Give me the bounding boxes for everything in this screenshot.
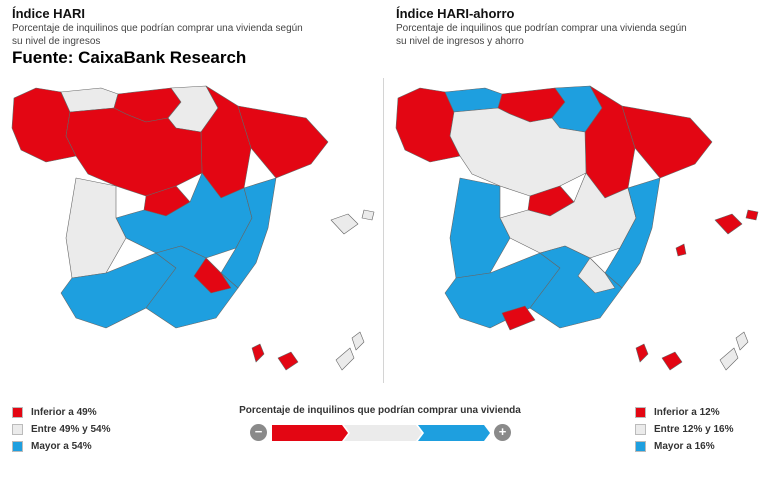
scale-title: Porcentaje de inquilinos que podrían com… — [239, 405, 521, 416]
right-legend: Inferior a 12% Entre 12% y 16% Mayor a 1… — [635, 404, 734, 455]
region-andalucia-este[interactable] — [529, 245, 623, 329]
legend-swatch — [12, 441, 23, 452]
region-canarias-lanzarote[interactable] — [735, 331, 749, 351]
legend-label: Entre 12% y 16% — [654, 424, 734, 435]
region-andalucia-este[interactable] — [145, 245, 239, 329]
legend-item: Inferior a 49% — [12, 404, 111, 421]
legend-item: Entre 49% y 54% — [12, 421, 111, 438]
region-cataluna[interactable] — [237, 105, 329, 179]
source-label: Fuente: CaixaBank Research — [12, 48, 247, 67]
legend-swatch — [635, 424, 646, 435]
region-malaga[interactable] — [501, 305, 536, 331]
scale-segment-low — [272, 425, 348, 441]
plus-icon: + — [494, 424, 511, 441]
region-canarias-tenerife[interactable] — [661, 351, 683, 371]
legend-swatch — [635, 441, 646, 452]
legend-label: Inferior a 49% — [31, 407, 97, 418]
scale-bar — [272, 425, 490, 441]
region-canarias-lanzarote[interactable] — [351, 331, 365, 351]
hari-ahorro-map — [395, 85, 759, 371]
region-baleares-menorca[interactable] — [361, 209, 375, 221]
region-extremadura[interactable] — [449, 177, 511, 279]
legend-swatch — [12, 407, 23, 418]
left-legend: Inferior a 49% Entre 49% y 54% Mayor a 5… — [12, 404, 111, 455]
region-baleares-menorca[interactable] — [745, 209, 759, 221]
legend-label: Inferior a 12% — [654, 407, 720, 418]
left-panel-subtitle: Porcentaje de inquilinos que podrían com… — [12, 23, 303, 47]
legend-item: Mayor a 54% — [12, 438, 111, 455]
region-baleares-mallorca[interactable] — [330, 213, 359, 235]
minus-icon: − — [250, 424, 267, 441]
legend-label: Mayor a 54% — [31, 441, 92, 452]
legend-item: Entre 12% y 16% — [635, 421, 734, 438]
region-canarias-tenerife[interactable] — [277, 351, 299, 371]
region-canarias-fuerteventura[interactable] — [719, 347, 739, 371]
region-canarias-gc[interactable] — [251, 343, 265, 363]
region-murcia[interactable] — [193, 257, 232, 294]
region-canarias-fuerteventura[interactable] — [335, 347, 355, 371]
region-baleares-ibiza[interactable] — [675, 243, 687, 257]
legend-label: Entre 49% y 54% — [31, 424, 111, 435]
region-baleares-mallorca[interactable] — [714, 213, 743, 235]
legend-item: Inferior a 12% — [635, 404, 734, 421]
region-cataluna[interactable] — [621, 105, 713, 179]
legend-swatch — [12, 424, 23, 435]
hari-map — [11, 85, 375, 371]
left-panel-title: Índice HARI — [12, 6, 85, 21]
scale-segment-high — [418, 425, 490, 441]
panel-divider — [383, 78, 384, 383]
scale-segment-mid — [344, 425, 422, 441]
region-murcia[interactable] — [577, 257, 616, 294]
legend-swatch — [635, 407, 646, 418]
right-panel-title: Índice HARI-ahorro — [396, 6, 515, 21]
region-extremadura[interactable] — [65, 177, 127, 279]
legend-item: Mayor a 16% — [635, 438, 734, 455]
legend-label: Mayor a 16% — [654, 441, 715, 452]
right-panel-subtitle: Porcentaje de inquilinos que podrían com… — [396, 23, 687, 47]
region-canarias-gc[interactable] — [635, 343, 649, 363]
